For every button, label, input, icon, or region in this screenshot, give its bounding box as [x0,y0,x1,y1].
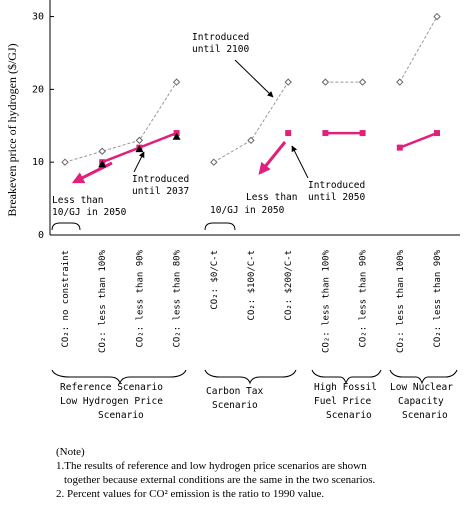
bracket [204,222,236,231]
marker [285,130,292,137]
marker [433,12,441,21]
marker [434,130,440,137]
x-tick-label: CO₂: less than 90% [433,249,443,347]
marker [396,144,403,151]
brace [389,369,458,385]
x-tick-label: CO₂: $0/C-t [210,250,220,310]
group-label: Carbon Tax [206,386,263,397]
group-label: High Fossil [314,382,377,393]
x-tick-label: CO₂: $100/C-t [247,250,257,320]
y-tick-label: 0 [38,230,44,241]
y-tick-label: 20 [32,84,44,95]
marker [172,132,181,140]
marker [98,160,107,168]
series-line [399,131,438,149]
marker [135,145,144,153]
x-tick-label: CO₂: less than 80% [173,249,183,347]
note-line: together because external conditions are… [64,474,375,486]
marker [98,147,106,155]
annotation: Less than [246,192,297,203]
group-label: Low Nuclear [390,382,453,393]
series-line [64,81,178,163]
marker [359,130,366,137]
x-tick-label: CO₂: $200/C-t [284,250,294,320]
x-tick-label: CO₂: less than 90% [135,249,145,347]
y-axis-label: Breakeven price of hydrogen ($/GJ) [5,43,19,216]
arrow [291,145,309,179]
arrow [71,161,113,184]
group-label: Reference Scenario [60,382,163,393]
annotation: 10/GJ in 2050 [210,205,285,216]
note-heading: (Note) [56,446,85,458]
note-line: 2. Percent values for CO² emission is th… [56,488,324,500]
note-line: 1.The results of reference and low hydro… [56,460,367,472]
marker [172,78,181,86]
marker [321,78,330,86]
annotation: until 2037 [132,186,189,197]
y-tick-label: 10 [32,157,44,168]
annotation: Introduced [192,32,249,43]
group-label: Scenario [98,410,144,421]
bracket [51,222,81,231]
annotation: Introduced [132,174,189,185]
x-tick-label: CO₂: less than 100% [321,249,331,353]
marker [322,130,329,137]
group-label: Scenario [402,410,448,421]
arrow [234,59,274,98]
marker [61,158,69,166]
marker [358,78,367,86]
group-label: Scenario [212,400,258,411]
marker [284,78,292,86]
brace [311,369,382,385]
annotation: Introduced [308,180,365,191]
x-tick-label: CO₂: no constraint [61,250,71,348]
arrow [258,141,287,175]
annotation: 10/GJ in 2050 [52,207,127,218]
group-label: Capacity [398,396,444,407]
x-tick-label: CO₂: less than 100% [396,249,406,353]
x-tick-label: CO₂: less than 90% [359,249,369,347]
series-line [399,16,438,83]
arrow [133,151,145,173]
group-label: Low Hydrogen Price [60,396,163,407]
group-label: Scenario [326,410,372,421]
annotation: until 2050 [308,192,365,203]
brace [204,369,297,385]
marker [210,158,218,166]
annotation: until 2100 [192,44,249,55]
group-label: Fuel Price [314,396,371,407]
annotation: Less than [52,195,103,206]
marker [135,136,144,145]
y-tick-label: 30 [32,12,44,23]
marker [247,136,255,145]
x-tick-label: CO₂: less than 100% [98,249,108,353]
marker [396,78,404,86]
brace [51,369,187,385]
